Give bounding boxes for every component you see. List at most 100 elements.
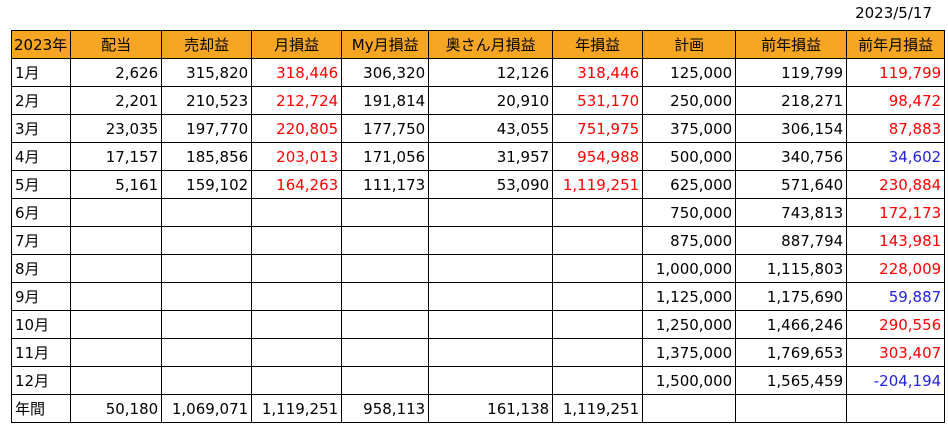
value-cell[interactable]: 185,856 xyxy=(161,142,253,171)
value-cell[interactable]: 218,271 xyxy=(735,86,848,115)
value-cell[interactable] xyxy=(70,310,163,339)
row-label-cell[interactable]: 1月 xyxy=(10,58,72,87)
value-cell[interactable] xyxy=(341,282,430,311)
value-cell[interactable] xyxy=(341,310,430,339)
value-cell[interactable]: 1,125,000 xyxy=(642,282,737,311)
header-cell-wife-monthly-pnl[interactable]: 奥さん月損益 xyxy=(428,30,554,59)
value-cell[interactable]: 164,263 xyxy=(251,170,343,199)
value-cell[interactable]: 119,799 xyxy=(846,58,946,87)
value-cell[interactable]: 5,161 xyxy=(70,170,163,199)
value-cell[interactable] xyxy=(341,254,430,283)
header-cell-prev-year-pnl[interactable]: 前年損益 xyxy=(735,30,848,59)
header-cell-prev-year-monthly-pnl[interactable]: 前年月損益 xyxy=(846,30,946,59)
value-cell[interactable] xyxy=(251,198,343,227)
value-cell[interactable]: 203,013 xyxy=(251,142,343,171)
value-cell[interactable]: 143,981 xyxy=(846,226,946,255)
value-cell[interactable]: 340,756 xyxy=(735,142,848,171)
value-cell[interactable]: 1,069,071 xyxy=(161,394,253,423)
row-label-cell[interactable]: 5月 xyxy=(10,170,72,199)
value-cell[interactable]: 571,640 xyxy=(735,170,848,199)
value-cell[interactable] xyxy=(341,338,430,367)
value-cell[interactable]: 306,154 xyxy=(735,114,848,143)
value-cell[interactable]: 303,407 xyxy=(846,338,946,367)
value-cell[interactable]: 111,173 xyxy=(341,170,430,199)
value-cell[interactable]: 31,957 xyxy=(428,142,554,171)
value-cell[interactable]: 161,138 xyxy=(428,394,554,423)
value-cell[interactable] xyxy=(428,338,554,367)
value-cell[interactable] xyxy=(642,394,737,423)
value-cell[interactable] xyxy=(552,338,644,367)
value-cell[interactable] xyxy=(341,198,430,227)
row-label-cell[interactable]: 3月 xyxy=(10,114,72,143)
value-cell[interactable]: 625,000 xyxy=(642,170,737,199)
value-cell[interactable]: 197,770 xyxy=(161,114,253,143)
value-cell[interactable]: 191,814 xyxy=(341,86,430,115)
value-cell[interactable] xyxy=(70,282,163,311)
value-cell[interactable]: 20,910 xyxy=(428,86,554,115)
value-cell[interactable]: 12,126 xyxy=(428,58,554,87)
value-cell[interactable]: 875,000 xyxy=(642,226,737,255)
value-cell[interactable]: 318,446 xyxy=(552,58,644,87)
value-cell[interactable]: 159,102 xyxy=(161,170,253,199)
header-cell-sale-gain[interactable]: 売却益 xyxy=(161,30,253,59)
value-cell[interactable]: 306,320 xyxy=(341,58,430,87)
value-cell[interactable]: 500,000 xyxy=(642,142,737,171)
row-label-cell[interactable]: 11月 xyxy=(10,338,72,367)
value-cell[interactable] xyxy=(161,338,253,367)
row-label-cell[interactable]: 4月 xyxy=(10,142,72,171)
value-cell[interactable]: 750,000 xyxy=(642,198,737,227)
value-cell[interactable]: 1,175,690 xyxy=(735,282,848,311)
value-cell[interactable] xyxy=(161,226,253,255)
value-cell[interactable]: -204,194 xyxy=(846,366,946,395)
value-cell[interactable] xyxy=(251,254,343,283)
value-cell[interactable]: 375,000 xyxy=(642,114,737,143)
value-cell[interactable]: 250,000 xyxy=(642,86,737,115)
value-cell[interactable]: 125,000 xyxy=(642,58,737,87)
value-cell[interactable] xyxy=(251,366,343,395)
row-label-cell[interactable]: 年間 xyxy=(10,394,72,423)
value-cell[interactable] xyxy=(428,310,554,339)
value-cell[interactable] xyxy=(70,338,163,367)
value-cell[interactable] xyxy=(552,366,644,395)
value-cell[interactable] xyxy=(70,366,163,395)
value-cell[interactable]: 315,820 xyxy=(161,58,253,87)
header-cell-plan[interactable]: 計画 xyxy=(642,30,737,59)
value-cell[interactable]: 318,446 xyxy=(251,58,343,87)
header-cell-annual-pnl[interactable]: 年損益 xyxy=(552,30,644,59)
value-cell[interactable]: 50,180 xyxy=(70,394,163,423)
value-cell[interactable] xyxy=(70,226,163,255)
value-cell[interactable]: 98,472 xyxy=(846,86,946,115)
row-label-cell[interactable]: 9月 xyxy=(10,282,72,311)
value-cell[interactable] xyxy=(161,254,253,283)
value-cell[interactable] xyxy=(552,310,644,339)
value-cell[interactable]: 743,813 xyxy=(735,198,848,227)
value-cell[interactable] xyxy=(735,394,848,423)
value-cell[interactable]: 954,988 xyxy=(552,142,644,171)
value-cell[interactable]: 34,602 xyxy=(846,142,946,171)
value-cell[interactable] xyxy=(161,198,253,227)
value-cell[interactable] xyxy=(161,366,253,395)
value-cell[interactable]: 2,201 xyxy=(70,86,163,115)
value-cell[interactable] xyxy=(428,198,554,227)
value-cell[interactable] xyxy=(251,338,343,367)
row-label-cell[interactable]: 12月 xyxy=(10,366,72,395)
header-cell-monthly-pnl[interactable]: 月損益 xyxy=(251,30,343,59)
header-cell-year[interactable]: 2023年 xyxy=(10,30,72,59)
row-label-cell[interactable]: 8月 xyxy=(10,254,72,283)
value-cell[interactable] xyxy=(70,254,163,283)
value-cell[interactable]: 59,887 xyxy=(846,282,946,311)
value-cell[interactable]: 1,000,000 xyxy=(642,254,737,283)
value-cell[interactable]: 230,884 xyxy=(846,170,946,199)
value-cell[interactable]: 531,170 xyxy=(552,86,644,115)
value-cell[interactable] xyxy=(251,282,343,311)
value-cell[interactable] xyxy=(161,310,253,339)
value-cell[interactable]: 290,556 xyxy=(846,310,946,339)
value-cell[interactable]: 1,119,251 xyxy=(251,394,343,423)
value-cell[interactable]: 751,975 xyxy=(552,114,644,143)
value-cell[interactable]: 1,500,000 xyxy=(642,366,737,395)
value-cell[interactable] xyxy=(552,254,644,283)
value-cell[interactable] xyxy=(552,226,644,255)
row-label-cell[interactable]: 2月 xyxy=(10,86,72,115)
value-cell[interactable]: 1,565,459 xyxy=(735,366,848,395)
value-cell[interactable]: 210,523 xyxy=(161,86,253,115)
